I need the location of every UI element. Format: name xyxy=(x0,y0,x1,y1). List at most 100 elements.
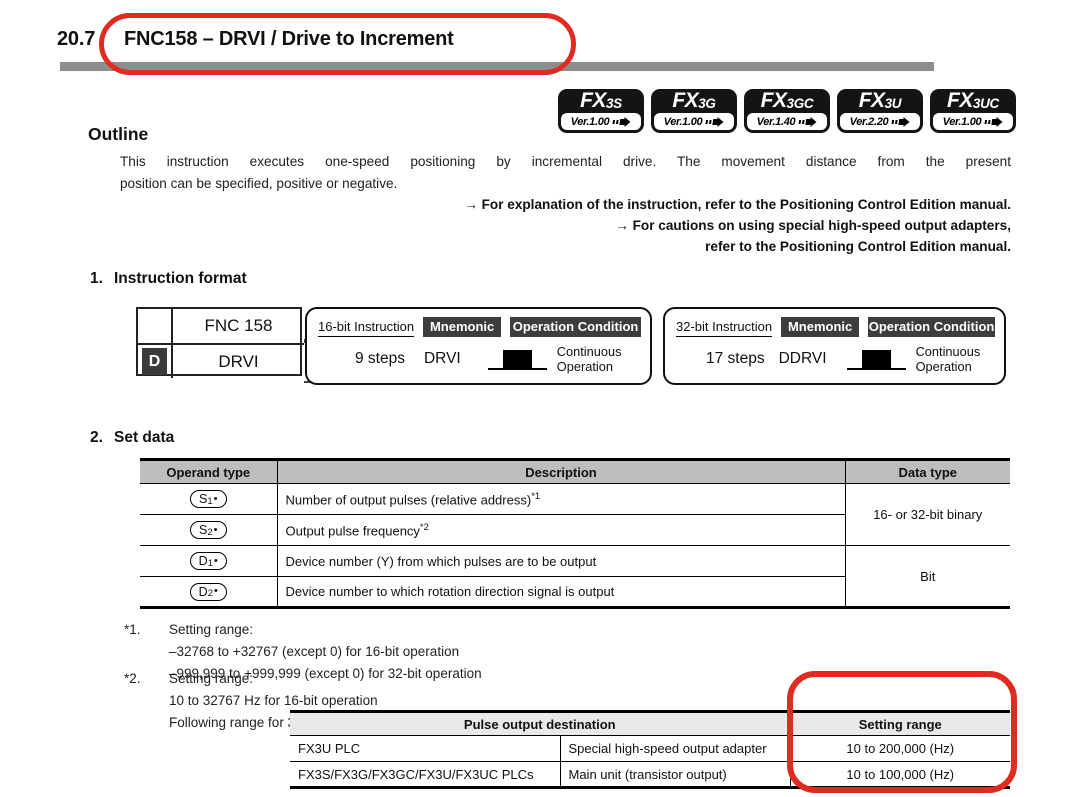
steps-label: 9 steps xyxy=(355,350,405,367)
reference-line: → For explanation of the instruction, re… xyxy=(464,197,1011,212)
16bit-instruction-box: 16-bit Instruction Mnemonic Operation Co… xyxy=(305,307,652,385)
header-divider-bar xyxy=(60,62,934,71)
d-flag-cell: D xyxy=(138,343,171,378)
plc-model-label: FX 3S xyxy=(580,89,622,112)
version-arrow-icon xyxy=(611,116,631,127)
data-type-cell: 16- or 32-bit binary xyxy=(844,483,1010,546)
description-cell: Output pulse frequency*2 xyxy=(276,514,845,546)
version-label: Ver.1.00 xyxy=(561,113,641,130)
plc-cell: FX3U PLC xyxy=(298,741,361,756)
version-arrow-icon xyxy=(797,116,817,127)
plc-model-label: FX 3U xyxy=(858,89,902,112)
bit-instruction-label: 16-bit Instruction xyxy=(318,319,415,337)
version-label: Ver.1.00 xyxy=(933,113,1013,130)
reference-line: refer to the Positioning Control Edition… xyxy=(705,239,1011,254)
outline-paragraph: This instruction executes one-speed posi… xyxy=(120,151,1011,194)
operation-condition-header: Operation Condition xyxy=(510,317,641,337)
pulse-output-range-table: Pulse output destination Setting range F… xyxy=(290,710,1010,789)
column-header-setting-range: Setting range xyxy=(789,711,1010,736)
bit-instruction-label: 32-bit Instruction xyxy=(676,319,773,337)
set-data-table: Operand type Description Data type S 1 • N… xyxy=(140,458,1010,609)
column-header-operand-type: Operand type xyxy=(140,459,277,484)
table-row: FX3U PLC Special high-speed output adapt… xyxy=(290,735,1010,762)
plc-model-label: FX 3GC xyxy=(760,89,814,112)
column-header-data-type: Data type xyxy=(844,459,1010,484)
setting-range-cell: 10 to 100,000 (Hz) xyxy=(789,761,1010,788)
mnemonic-header: Mnemonic xyxy=(423,317,502,337)
footnote-marker: *1. xyxy=(124,622,141,637)
set-data-heading: 2. Set data xyxy=(90,429,175,446)
empty-cell xyxy=(138,309,171,343)
version-arrow-icon xyxy=(983,116,1003,127)
mnemonic-cell: DRVI xyxy=(171,343,304,378)
operation-condition-header: Operation Condition xyxy=(868,317,995,337)
version-arrow-icon xyxy=(704,116,724,127)
version-label: Ver.1.00 xyxy=(654,113,734,130)
reference-links: → For explanation of the instruction, re… xyxy=(120,194,1011,257)
plc-badge-row: FX 3S Ver.1.00 FX 3G Ver.1.00 FX 3GC Ver.1.… xyxy=(558,89,1016,133)
description-cell: Device number to which rotation directio… xyxy=(276,576,845,608)
version-arrow-icon xyxy=(890,116,910,127)
version-label: Ver.1.40 xyxy=(747,113,827,130)
steps-label: 17 steps xyxy=(706,350,765,367)
section-number: 20.7 xyxy=(57,28,96,50)
condition-text: Continuous Operation xyxy=(556,344,622,374)
plc-badge-fx3s: FX 3S Ver.1.00 xyxy=(558,89,644,133)
description-cell: Device number (Y) from which pulses are … xyxy=(276,545,845,577)
data-type-cell: Bit xyxy=(844,545,1010,608)
column-header-description: Description xyxy=(276,459,845,484)
description-cell: Number of output pulses (relative addres… xyxy=(276,483,845,515)
footnote-1: *1. Setting range: –32768 to +32767 (exc… xyxy=(124,619,482,685)
operand-symbol-d2: D 2 • xyxy=(189,582,227,601)
red-rectangle-annotation xyxy=(787,671,1017,793)
page-title: FNC158 – DRVI / Drive to Increment xyxy=(124,28,454,50)
footnote-line: 10 to 32767 Hz for 16-bit operation xyxy=(169,693,378,708)
footnote-ref: *1 xyxy=(531,490,541,502)
instruction-format-heading: 1. Instruction format xyxy=(90,270,247,287)
table-row: FX3S/FX3G/FX3GC/FX3U/FX3UC PLCs Main uni… xyxy=(290,761,1010,788)
plc-model-label: FX 3UC xyxy=(947,89,999,112)
condition-text: Continuous Operation xyxy=(915,344,981,374)
continuous-operation-pulse-icon xyxy=(846,348,906,370)
table-row: S 2 • Output pulse frequency*2 xyxy=(140,514,1010,546)
mnemonic-value: DRVI xyxy=(423,350,461,367)
operand-symbol-s1: S 1 • xyxy=(190,490,227,508)
plc-badge-fx3u: FX 3U Ver.2.20 xyxy=(837,89,923,133)
table-header-row: Pulse output destination Setting range xyxy=(290,711,1010,736)
table-row: D 1 • Device number (Y) from which pulses … xyxy=(140,545,1010,608)
continuous-operation-pulse-icon xyxy=(487,348,547,370)
table-row: S 1 • Number of output pulses (relative ad… xyxy=(140,483,1010,546)
table-header-row: Operand type Description Data type xyxy=(140,459,1010,484)
red-circle-annotation xyxy=(99,13,576,75)
footnote-label: Setting range: xyxy=(169,622,254,637)
fnc-number-cell: FNC 158 xyxy=(171,309,304,343)
d-flag: D xyxy=(142,348,167,375)
plc-badge-fx3g: FX 3G Ver.1.00 xyxy=(651,89,737,133)
fnc-instruction-diagram: FNC 158 D DRVI xyxy=(136,307,304,378)
footnote-marker: *2. xyxy=(124,671,141,686)
destination-cell: Main unit (transistor output) xyxy=(559,761,790,788)
plc-badge-fx3uc: FX 3UC Ver.1.00 xyxy=(930,89,1016,133)
mnemonic-value: DDRVI xyxy=(778,350,827,367)
operand-symbol-d1: D 1 • xyxy=(189,552,227,570)
version-label: Ver.2.20 xyxy=(840,113,920,130)
32bit-instruction-box: 32-bit Instruction Mnemonic Operation Co… xyxy=(663,307,1006,385)
operand-symbol-s2: S 2 • xyxy=(190,521,227,539)
table-row: D 2 • Device number to which rotation dire… xyxy=(140,576,1010,608)
footnote-ref: *2 xyxy=(419,521,429,533)
outline-text-line: This instruction executes one-speed posi… xyxy=(120,154,1011,169)
column-header-pulse-output-destination: Pulse output destination xyxy=(290,711,790,736)
plc-cell: FX3S/FX3G/FX3GC/FX3U/FX3UC PLCs xyxy=(290,761,560,788)
outline-heading: Outline xyxy=(88,124,149,144)
footnote-line: –32768 to +32767 (except 0) for 16-bit o… xyxy=(169,644,460,659)
plc-badge-fx3gc: FX 3GC Ver.1.40 xyxy=(744,89,830,133)
footnote-label: Setting range: xyxy=(169,671,254,686)
mnemonic-header: Mnemonic xyxy=(781,317,860,337)
destination-cell: Special high-speed output adapter xyxy=(559,735,790,762)
reference-line: → For cautions on using special high-spe… xyxy=(615,218,1011,233)
plc-model-label: FX 3G xyxy=(672,89,716,112)
outline-text-line: position can be specified, positive or n… xyxy=(120,175,398,191)
footnote-line: –999,999 to +999,999 (except 0) for 32-b… xyxy=(169,666,482,681)
setting-range-cell: 10 to 200,000 (Hz) xyxy=(789,735,1010,762)
